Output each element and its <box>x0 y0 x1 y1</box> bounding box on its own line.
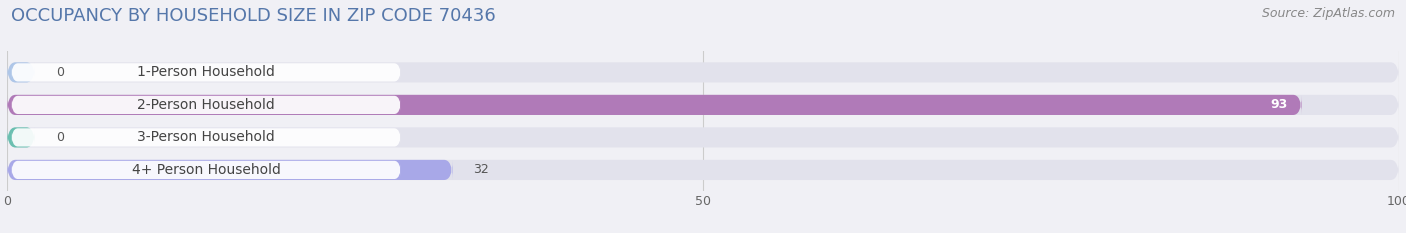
FancyBboxPatch shape <box>7 95 1399 115</box>
Text: 93: 93 <box>1271 98 1288 111</box>
Text: 0: 0 <box>56 66 63 79</box>
Text: 2-Person Household: 2-Person Household <box>138 98 276 112</box>
Text: OCCUPANCY BY HOUSEHOLD SIZE IN ZIP CODE 70436: OCCUPANCY BY HOUSEHOLD SIZE IN ZIP CODE … <box>11 7 496 25</box>
Text: 1-Person Household: 1-Person Household <box>138 65 276 79</box>
FancyBboxPatch shape <box>7 62 35 82</box>
FancyBboxPatch shape <box>7 127 35 147</box>
FancyBboxPatch shape <box>7 160 453 180</box>
Text: Source: ZipAtlas.com: Source: ZipAtlas.com <box>1261 7 1395 20</box>
FancyBboxPatch shape <box>11 128 401 147</box>
Text: 4+ Person Household: 4+ Person Household <box>132 163 281 177</box>
FancyBboxPatch shape <box>11 161 401 179</box>
FancyBboxPatch shape <box>7 127 1399 147</box>
FancyBboxPatch shape <box>7 160 1399 180</box>
FancyBboxPatch shape <box>7 95 1302 115</box>
FancyBboxPatch shape <box>11 96 401 114</box>
FancyBboxPatch shape <box>7 62 1399 82</box>
Text: 0: 0 <box>56 131 63 144</box>
FancyBboxPatch shape <box>11 63 401 82</box>
Text: 3-Person Household: 3-Person Household <box>138 130 276 144</box>
Text: 32: 32 <box>474 163 489 176</box>
